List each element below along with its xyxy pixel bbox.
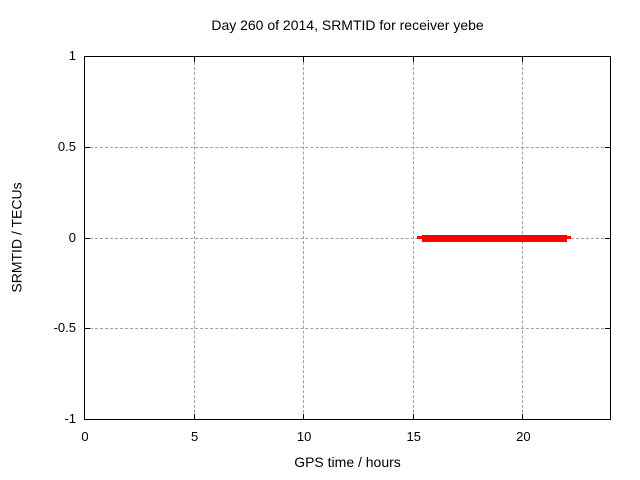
y-gridline	[85, 237, 609, 239]
x-tick-top	[84, 57, 85, 62]
x-tick-label: 0	[81, 429, 89, 444]
y-gridline	[85, 146, 609, 148]
chart-title: Day 260 of 2014, SRMTID for receiver yeb…	[211, 17, 484, 33]
x-tick-bottom	[193, 414, 195, 419]
series-line	[422, 234, 567, 242]
x-tick-bottom	[303, 414, 305, 419]
y-tick-label: 0.5	[57, 138, 76, 154]
x-tick-top	[303, 57, 305, 62]
x-tick-bottom	[522, 414, 524, 419]
x-tick-label: 15	[406, 429, 421, 444]
y-tick-left	[85, 56, 90, 57]
y-tick-right	[605, 237, 610, 239]
y-tick-left	[85, 419, 90, 420]
y-gridline	[85, 328, 609, 330]
x-tick-top	[193, 57, 195, 62]
x-tick-label: 20	[516, 429, 531, 444]
y-tick-right	[605, 328, 610, 330]
x-tick-bottom	[84, 414, 85, 419]
y-tick-label: -1	[64, 411, 76, 426]
y-tick-label: 1	[68, 48, 76, 63]
y-tick-left	[85, 146, 90, 148]
x-tick-label: 10	[296, 429, 312, 444]
y-tick-right	[605, 146, 610, 148]
y-tick-left	[85, 328, 90, 330]
x-tick-top	[412, 57, 414, 62]
y-tick-label: -0.5	[53, 320, 76, 336]
y-tick-label: 0	[68, 229, 76, 245]
x-tick-bottom	[412, 414, 414, 419]
x-axis-label: GPS time / hours	[294, 454, 401, 470]
x-tick-label: 5	[190, 429, 199, 444]
y-tick-left	[85, 237, 90, 239]
y-tick-right	[605, 56, 610, 57]
y-tick-right	[605, 419, 610, 420]
x-tick-top	[522, 57, 524, 62]
